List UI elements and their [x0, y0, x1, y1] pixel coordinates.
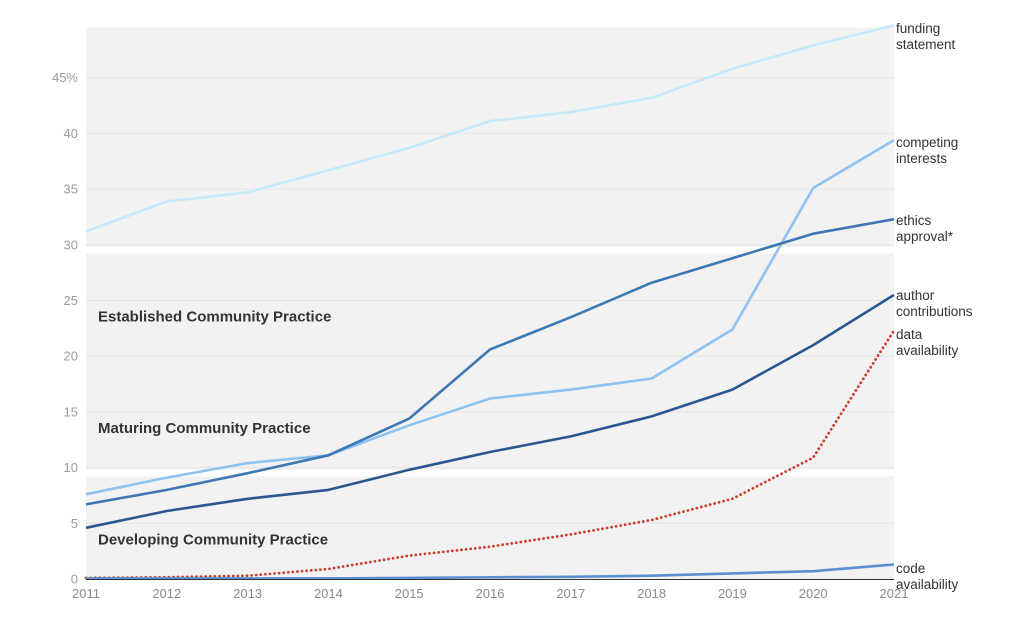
series-line-ethics-approval	[85, 217, 895, 506]
band-labels: Developing Community Practice Maturing Co…	[98, 309, 331, 549]
band-maturing-community-practice	[86, 253, 894, 470]
y-tick-label: 25	[64, 293, 78, 308]
x-tick-label: 2011	[72, 586, 100, 601]
series-label-ethics-approval: ethics approval*	[896, 213, 954, 244]
series-label-funding-statement: funding statement	[896, 21, 956, 52]
y-tick-label: 35	[64, 182, 78, 197]
band-developing-community-practice	[86, 476, 894, 579]
y-tick-label: 10	[64, 460, 78, 475]
series-line-author-contributions	[85, 293, 895, 530]
y-tick-label: 20	[64, 349, 78, 364]
y-tick-label: 30	[64, 237, 78, 252]
x-tick-label: 2012	[152, 586, 181, 601]
band-label-maturing-community-practice: Maturing Community Practice	[98, 420, 311, 437]
series-label-code-availability: code availability	[896, 561, 959, 592]
series-label-competing-interests: competing interests	[896, 135, 958, 166]
practice-bands	[86, 27, 894, 579]
y-tick-label: 5	[71, 516, 78, 531]
y-tick-label: 45%	[52, 70, 78, 85]
x-tick-label: 2020	[799, 586, 828, 601]
series-line-funding-statement	[85, 24, 895, 233]
series-lines	[84, 24, 896, 580]
series-label-author-contributions: author contributions	[896, 288, 973, 319]
x-axis-ticks: 2011 2012 2013 2014 2015 2016 2017 2018 2019 2020…	[72, 586, 908, 601]
band-label-developing-community-practice: Developing Community Practice	[98, 531, 328, 548]
y-axis-ticks: 0 5 10 15 20 25 30 35 40 45%	[52, 70, 78, 586]
x-tick-label: 2019	[718, 586, 747, 601]
y-tick-label: 0	[71, 572, 78, 587]
x-tick-label: 2015	[395, 586, 424, 601]
y-tick-label: 40	[64, 126, 78, 141]
band-label-established-community-practice: Established Community Practice	[98, 309, 331, 326]
x-tick-label: 2016	[476, 586, 505, 601]
series-label-data-availability: data availability	[896, 327, 959, 358]
series-line-data-availability	[84, 329, 896, 580]
x-tick-label: 2017	[556, 586, 585, 601]
x-tick-label: 2018	[637, 586, 666, 601]
x-tick-label: 2014	[314, 586, 343, 601]
band-established-community-practice	[86, 27, 894, 248]
series-labels: funding statement competing interests ethics…	[896, 21, 973, 592]
series-line-competing-interests	[85, 138, 895, 496]
series-line-code-availability	[86, 563, 895, 580]
y-tick-label: 15	[64, 404, 78, 419]
x-tick-label: 2013	[233, 586, 262, 601]
x-tick-label: 2021	[880, 586, 909, 601]
